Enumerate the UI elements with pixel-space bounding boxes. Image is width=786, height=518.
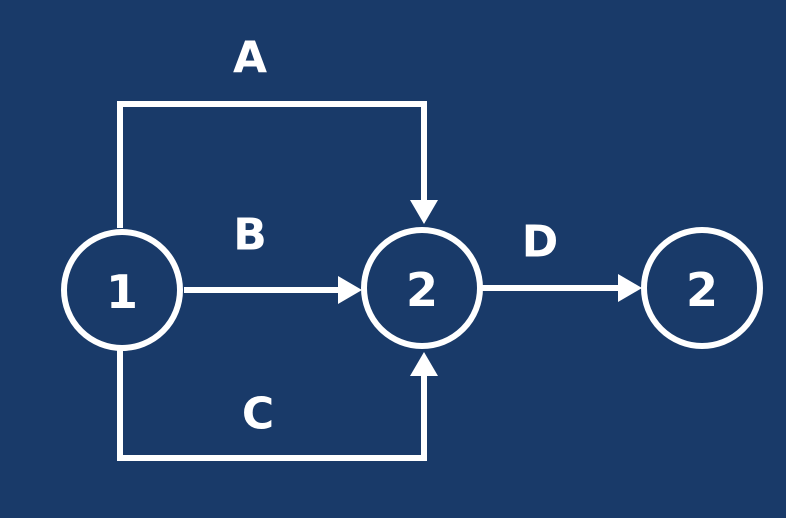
node-2-label: 2 bbox=[406, 263, 438, 317]
node-3: 2 bbox=[641, 227, 763, 349]
edge-a-line bbox=[117, 101, 427, 228]
edge-b-label: B bbox=[233, 210, 267, 261]
edge-d-arrowhead bbox=[618, 274, 642, 302]
edge-c-arrowhead bbox=[410, 352, 438, 376]
edge-b-arrowhead bbox=[338, 276, 362, 304]
edge-c: C bbox=[117, 350, 438, 461]
edge-b: B bbox=[184, 210, 362, 304]
edge-a-label: A bbox=[233, 33, 267, 84]
node-2: 2 bbox=[361, 227, 483, 349]
edge-a: A bbox=[117, 33, 438, 228]
edge-a-arrowhead bbox=[410, 200, 438, 224]
node-3-circle bbox=[641, 227, 763, 349]
edge-d: D bbox=[482, 217, 642, 302]
edge-c-line bbox=[117, 350, 427, 461]
edge-d-label: D bbox=[522, 217, 559, 268]
node-2-circle bbox=[361, 227, 483, 349]
node-1-circle bbox=[61, 229, 183, 351]
node-1-label: 1 bbox=[106, 265, 138, 319]
node-1: 1 bbox=[61, 229, 183, 351]
node-3-label: 2 bbox=[686, 263, 718, 317]
edge-c-label: C bbox=[242, 389, 274, 440]
